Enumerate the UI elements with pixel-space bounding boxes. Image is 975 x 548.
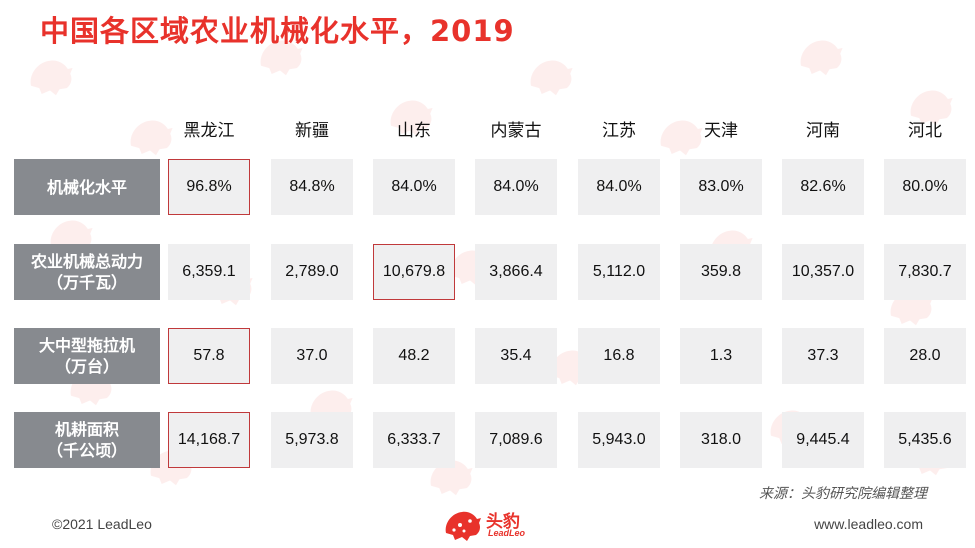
watermark-icon xyxy=(660,120,703,156)
row-label: 机耕面积 （千公顷） xyxy=(14,412,160,468)
watermark-icon xyxy=(800,40,843,76)
table-cell: 37.0 xyxy=(271,328,353,384)
table-cell: 5,112.0 xyxy=(578,244,660,300)
table-cell-highlighted: 10,679.8 xyxy=(373,244,455,300)
column-header: 天津 xyxy=(704,121,738,141)
row-label: 大中型拖拉机 （万台） xyxy=(14,328,160,384)
copyright: ©2021 LeadLeo xyxy=(52,516,152,532)
table-cell: 82.6% xyxy=(782,159,864,215)
column-header: 河南 xyxy=(806,121,840,141)
table-cell: 84.0% xyxy=(578,159,660,215)
logo-text: 头豹 xyxy=(486,512,520,532)
row-label-line1: 大中型拖拉机 xyxy=(38,336,135,355)
table-cell: 6,333.7 xyxy=(373,412,455,468)
watermark-icon xyxy=(390,100,433,136)
watermark-icon xyxy=(530,60,573,96)
table-cell: 5,943.0 xyxy=(578,412,660,468)
watermark-icon xyxy=(30,60,73,96)
table-cell: 5,973.8 xyxy=(271,412,353,468)
watermark-icon xyxy=(910,90,953,126)
column-header: 江苏 xyxy=(602,121,636,141)
table-cell: 37.3 xyxy=(782,328,864,384)
table-cell: 16.8 xyxy=(578,328,660,384)
table-cell: 83.0% xyxy=(680,159,762,215)
column-header: 内蒙古 xyxy=(490,121,542,141)
website-link[interactable]: www.leadleo.com xyxy=(814,516,923,532)
table-cell: 84.8% xyxy=(271,159,353,215)
leopard-logo-icon xyxy=(445,511,481,541)
table-cell: 10,357.0 xyxy=(782,244,864,300)
table-cell: 359.8 xyxy=(680,244,762,300)
table-cell: 84.0% xyxy=(475,159,557,215)
brand-logo: 头豹 LeadLeo xyxy=(440,503,540,545)
row-label-line1: 机耕面积 xyxy=(54,420,119,439)
table-cell: 35.4 xyxy=(475,328,557,384)
row-label-line2: （万台） xyxy=(54,357,119,376)
watermark-icon xyxy=(260,40,303,76)
row-label: 农业机械总动力 （万千瓦） xyxy=(14,244,160,300)
row-label-line2: （千公顷） xyxy=(46,441,127,460)
table-cell-highlighted: 96.8% xyxy=(168,159,250,215)
column-header: 新疆 xyxy=(295,121,329,141)
row-label: 机械化水平 xyxy=(14,159,160,215)
table-cell: 5,435.6 xyxy=(884,412,966,468)
row-label-line1: 农业机械总动力 xyxy=(30,252,143,271)
table-cell-highlighted: 57.8 xyxy=(168,328,250,384)
column-header: 河北 xyxy=(908,121,942,141)
watermark-icon xyxy=(130,120,173,156)
row-label-line2: （万千瓦） xyxy=(46,273,127,292)
table-cell-highlighted: 14,168.7 xyxy=(168,412,250,468)
table-cell: 318.0 xyxy=(680,412,762,468)
table-cell: 80.0% xyxy=(884,159,966,215)
table-cell: 1.3 xyxy=(680,328,762,384)
table-cell: 2,789.0 xyxy=(271,244,353,300)
column-header: 山东 xyxy=(397,121,431,141)
table-cell: 9,445.4 xyxy=(782,412,864,468)
column-header: 黑龙江 xyxy=(183,121,235,141)
table-cell: 84.0% xyxy=(373,159,455,215)
page-title: 中国各区域农业机械化水平，2019 xyxy=(40,14,515,48)
source-note: 来源：头豹研究院编辑整理 xyxy=(759,486,927,502)
table-cell: 28.0 xyxy=(884,328,966,384)
table-cell: 7,830.7 xyxy=(884,244,966,300)
logo-subtext: LeadLeo xyxy=(488,528,526,538)
table-cell: 7,089.6 xyxy=(475,412,557,468)
table-cell: 3,866.4 xyxy=(475,244,557,300)
table-cell: 48.2 xyxy=(373,328,455,384)
table-cell: 6,359.1 xyxy=(168,244,250,300)
row-label-line1: 机械化水平 xyxy=(46,177,127,197)
watermark-icon xyxy=(430,460,473,496)
